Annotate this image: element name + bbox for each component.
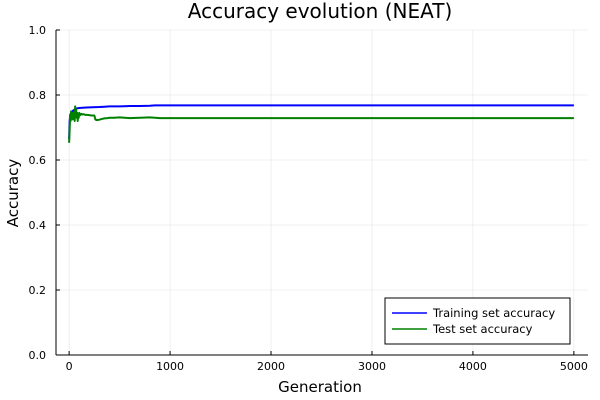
legend: Training set accuracy Test set accuracy [384,297,571,345]
x-tick-label: 3000 [358,360,386,373]
y-tick-label: 0.2 [29,284,47,297]
y-tick-label: 0.8 [29,89,47,102]
axes [55,29,588,356]
y-axis-label: Accuracy [4,159,22,228]
x-axis-label: Generation [278,378,362,396]
y-tick-label: 1.0 [29,24,47,37]
x-tick-label: 5000 [560,360,588,373]
chart-title: Accuracy evolution (NEAT) [188,0,453,23]
y-tick-label: 0.0 [29,349,47,362]
y-tick-label: 0.6 [29,154,47,167]
series-layer [68,104,574,143]
y-tick-label: 0.4 [29,219,47,232]
x-tick-label: 1000 [156,360,184,373]
x-tick-label: 4000 [459,360,487,373]
legend-box [384,297,571,345]
tick-labels: 0 1000 2000 3000 4000 5000 0.0 0.2 0.4 0.6 0.8 1.0 [29,24,588,373]
x-tick-label: 0 [66,360,73,373]
x-tick-label: 2000 [257,360,285,373]
test-accuracy-line [68,105,574,143]
legend-label-training: Training set accuracy [432,306,555,320]
legend-label-test: Test set accuracy [432,322,533,336]
